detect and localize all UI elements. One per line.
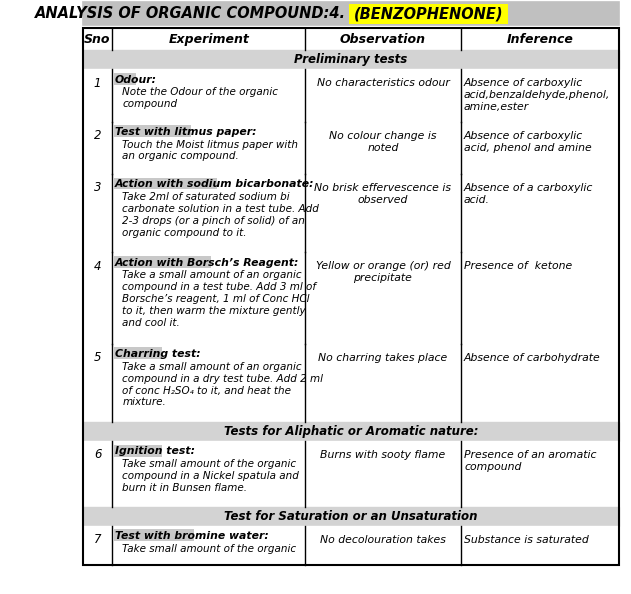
Text: Absence of carboxylic: Absence of carboxylic: [464, 78, 583, 89]
Bar: [114, 529, 194, 541]
Text: Presence of an aromatic: Presence of an aromatic: [464, 450, 596, 460]
Text: 1: 1: [94, 77, 101, 90]
Text: 2-3 drops (or a pinch of solid) of an: 2-3 drops (or a pinch of solid) of an: [122, 216, 305, 226]
Bar: [114, 347, 162, 359]
Text: Take small amount of the organic: Take small amount of the organic: [122, 544, 297, 554]
Bar: [83, 441, 619, 507]
Bar: [83, 122, 619, 174]
Text: 5: 5: [94, 351, 101, 364]
Text: amine,ester: amine,ester: [464, 102, 529, 112]
Text: Test with litmus paper:: Test with litmus paper:: [115, 127, 257, 137]
Bar: [114, 178, 217, 189]
Text: observed: observed: [358, 195, 408, 205]
Text: compound: compound: [464, 462, 521, 472]
Text: Yellow or orange (or) red: Yellow or orange (or) red: [316, 261, 451, 271]
Text: Action with Borsch’s Reagent:: Action with Borsch’s Reagent:: [115, 258, 300, 267]
Text: Take a small amount of an organic: Take a small amount of an organic: [122, 270, 302, 280]
Text: compound in a test tube. Add 3 ml of: compound in a test tube. Add 3 ml of: [122, 282, 316, 292]
Text: Burns with sooty flame: Burns with sooty flame: [321, 450, 445, 460]
Text: 3: 3: [94, 181, 101, 194]
Bar: [83, 422, 619, 441]
Text: Borsche’s reagent, 1 ml of Conc HCl: Borsche’s reagent, 1 ml of Conc HCl: [122, 294, 310, 304]
Text: ANALYSIS OF ORGANIC COMPOUND:4.: ANALYSIS OF ORGANIC COMPOUND:4.: [35, 6, 351, 21]
Text: 4: 4: [94, 260, 101, 273]
Text: burn it in Bunsen flame.: burn it in Bunsen flame.: [122, 483, 247, 493]
Text: 2: 2: [94, 129, 101, 142]
Text: No characteristics odour: No characteristics odour: [317, 78, 449, 89]
Bar: [83, 344, 619, 422]
Text: Experiment: Experiment: [168, 33, 249, 46]
Text: compound in a dry test tube. Add 2 ml: compound in a dry test tube. Add 2 ml: [122, 374, 323, 384]
Text: acid, phenol and amine: acid, phenol and amine: [464, 143, 592, 153]
Text: Note the Odour of the organic: Note the Odour of the organic: [122, 87, 278, 97]
Bar: [349, 4, 508, 24]
Text: Sno: Sno: [85, 33, 111, 46]
Text: Take a small amount of an organic: Take a small amount of an organic: [122, 362, 302, 372]
Text: Ignition test:: Ignition test:: [115, 447, 195, 456]
Text: Take small amount of the organic: Take small amount of the organic: [122, 459, 297, 469]
Bar: [114, 445, 162, 457]
Text: Take 2ml of saturated sodium bi: Take 2ml of saturated sodium bi: [122, 192, 290, 202]
Text: mixture.: mixture.: [122, 397, 166, 407]
Text: Odour:: Odour:: [115, 75, 157, 84]
Bar: [114, 256, 211, 268]
Text: Observation: Observation: [340, 33, 426, 46]
Text: organic compound to it.: organic compound to it.: [122, 228, 247, 238]
Text: Inference: Inference: [506, 33, 573, 46]
Bar: [114, 125, 191, 137]
Text: No decolouration takes: No decolouration takes: [320, 535, 446, 545]
Text: Test for Saturation or an Unsaturation: Test for Saturation or an Unsaturation: [224, 510, 478, 523]
Text: 6: 6: [94, 448, 101, 462]
Text: to it, then warm the mixture gently: to it, then warm the mixture gently: [122, 306, 306, 316]
Text: Preliminary tests: Preliminary tests: [294, 53, 408, 67]
Text: Test with bromine water:: Test with bromine water:: [115, 531, 269, 541]
Text: Absence of a carboxylic: Absence of a carboxylic: [464, 183, 593, 193]
Text: Absence of carbohydrate: Absence of carbohydrate: [464, 353, 601, 363]
Text: Tests for Aliphatic or Aromatic nature:: Tests for Aliphatic or Aromatic nature:: [223, 425, 478, 438]
Text: of conc H₂SO₄ to it, and heat the: of conc H₂SO₄ to it, and heat the: [122, 386, 292, 396]
Bar: [83, 28, 619, 50]
Bar: [83, 2, 619, 25]
Bar: [114, 73, 136, 85]
Text: No charring takes place: No charring takes place: [318, 353, 447, 363]
Text: Touch the Moist litmus paper with: Touch the Moist litmus paper with: [122, 140, 298, 150]
Bar: [83, 507, 619, 526]
Text: No brisk effervescence is: No brisk effervescence is: [314, 183, 451, 193]
Bar: [83, 252, 619, 344]
Bar: [83, 526, 619, 565]
Text: acid,benzaldehyde,phenol,: acid,benzaldehyde,phenol,: [464, 90, 610, 100]
Text: Absence of carboxylic: Absence of carboxylic: [464, 131, 583, 141]
Text: carbonate solution in a test tube. Add: carbonate solution in a test tube. Add: [122, 204, 319, 214]
Text: acid.: acid.: [464, 195, 490, 205]
Text: Charring test:: Charring test:: [115, 349, 201, 359]
Bar: [83, 174, 619, 252]
Text: Presence of  ketone: Presence of ketone: [464, 261, 572, 271]
Text: No colour change is: No colour change is: [329, 131, 437, 141]
Bar: [83, 50, 619, 69]
Text: Substance is saturated: Substance is saturated: [464, 535, 589, 545]
Text: compound in a Nickel spatula and: compound in a Nickel spatula and: [122, 471, 299, 481]
Bar: [83, 69, 619, 122]
Text: and cool it.: and cool it.: [122, 318, 180, 328]
Text: noted: noted: [367, 143, 399, 153]
Text: compound: compound: [122, 99, 177, 109]
Text: 7: 7: [94, 533, 101, 546]
Text: precipitate: precipitate: [353, 273, 413, 283]
Text: Action with sodium bicarbonate:: Action with sodium bicarbonate:: [115, 179, 314, 189]
Text: (BENZOPHENONE): (BENZOPHENONE): [354, 6, 504, 21]
Text: an organic compound.: an organic compound.: [122, 151, 239, 162]
